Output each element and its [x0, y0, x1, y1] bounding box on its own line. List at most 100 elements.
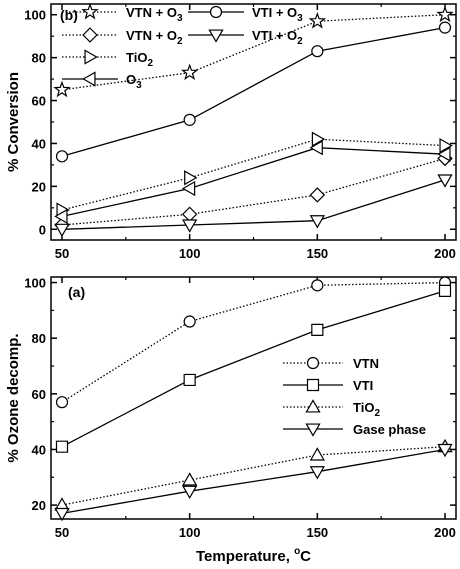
legend-label: VTI	[353, 378, 373, 393]
legend-label: VTN + O2	[126, 28, 183, 47]
series-line	[61, 446, 446, 506]
data-point	[436, 5, 454, 23]
x-tick-label: 100	[179, 525, 201, 540]
data-point	[183, 315, 196, 328]
data-point	[54, 208, 68, 225]
legend-label: TiO2	[126, 50, 153, 69]
data-point	[181, 180, 196, 197]
data-point	[437, 174, 453, 188]
legend-marker	[208, 29, 224, 43]
legend-label: Gase phase	[353, 422, 426, 437]
panel-a: 20 40 60 80 100 50 100 150 200 % Ozone decomp. Tem…	[5, 276, 457, 565]
data-point	[309, 140, 323, 156]
data-point	[309, 447, 325, 461]
data-point	[309, 187, 326, 203]
x-tick-label: 50	[55, 246, 69, 261]
data-point	[183, 373, 196, 387]
legend-item: VTN	[283, 356, 379, 371]
data-point	[308, 11, 327, 29]
series	[55, 276, 452, 409]
series	[54, 443, 453, 522]
data-point	[54, 223, 70, 238]
legend-label: VTI + O3	[252, 5, 303, 24]
series	[54, 140, 451, 225]
y-tick-label: 60	[32, 387, 46, 402]
y-tick-label: 60	[32, 94, 46, 109]
data-point	[311, 45, 324, 58]
legend-marker	[81, 2, 99, 20]
data-point	[184, 170, 198, 186]
data-point	[309, 215, 325, 229]
data-point	[182, 485, 198, 499]
data-point	[309, 466, 325, 480]
data-point	[182, 219, 198, 233]
legend-item: VTI + O2	[188, 28, 303, 47]
legend-label: VTN	[353, 356, 379, 371]
y-axis-title: % Ozone decomp.	[5, 333, 22, 462]
series-line	[61, 290, 446, 448]
data-point	[437, 146, 451, 162]
data-point	[438, 284, 452, 298]
y-tick-label: 100	[24, 8, 46, 23]
legend-label: O3	[126, 72, 142, 91]
series	[54, 150, 453, 233]
legend-item: VTN + O2	[62, 27, 183, 47]
data-point	[438, 21, 452, 34]
y-tick-label: 20	[32, 179, 46, 194]
data-point	[183, 113, 196, 126]
legend-marker	[306, 356, 320, 370]
x-tick-label: 150	[306, 525, 328, 540]
legend-label: TiO2	[353, 400, 380, 419]
series	[53, 5, 454, 98]
data-point	[180, 63, 199, 81]
legend-item: VTI	[283, 378, 373, 393]
x-tick-label: 150	[306, 246, 328, 261]
legend-item: O3	[62, 71, 142, 91]
series	[54, 174, 453, 238]
data-point	[311, 323, 324, 336]
series	[55, 21, 452, 163]
y-tick-label: 40	[32, 442, 46, 457]
legend-label: VTI + O2	[252, 28, 303, 47]
legend-marker	[305, 399, 321, 413]
y-tick-label: 40	[32, 136, 46, 151]
data-point	[181, 206, 198, 222]
series	[56, 131, 453, 218]
x-tick-label: 200	[434, 525, 456, 540]
legend-marker	[209, 5, 223, 19]
series	[54, 438, 453, 511]
legend-marker	[306, 378, 320, 392]
legend-item: TiO2	[62, 49, 153, 69]
data-point	[311, 279, 324, 292]
legend-label: VTN + O3	[126, 5, 183, 24]
legend-marker	[305, 423, 321, 437]
data-point	[439, 137, 453, 154]
series	[55, 284, 452, 453]
y-tick-label: 100	[24, 276, 46, 291]
y-axis-title: % Conversion	[5, 72, 22, 172]
panel-label: (b)	[60, 7, 78, 23]
data-point	[55, 150, 69, 163]
x-axis-title: Temperature, oC	[196, 546, 311, 565]
y-tick-label: 80	[32, 331, 46, 346]
legend-item: VTI + O3	[188, 5, 303, 24]
data-point	[53, 80, 71, 98]
legend-marker	[84, 49, 98, 65]
series-line	[61, 448, 446, 515]
series-line	[61, 147, 446, 218]
legend-item: VTN + O3	[62, 2, 183, 24]
data-point	[311, 131, 326, 147]
data-point	[437, 443, 453, 458]
y-tick-label: 80	[32, 51, 46, 66]
plot-frame	[50, 276, 457, 520]
y-tick-label: 0	[39, 222, 46, 237]
data-point	[54, 507, 70, 522]
legend-marker	[82, 27, 98, 43]
x-tick-label: 100	[179, 246, 201, 261]
series-line	[61, 281, 446, 403]
y-tick-label: 20	[32, 498, 46, 513]
panel-b: 0 20 40 60 80 100 50 100 150 200 % Conversion (b) VT…	[5, 2, 457, 261]
series-line	[61, 157, 446, 226]
legend-marker	[82, 71, 96, 87]
